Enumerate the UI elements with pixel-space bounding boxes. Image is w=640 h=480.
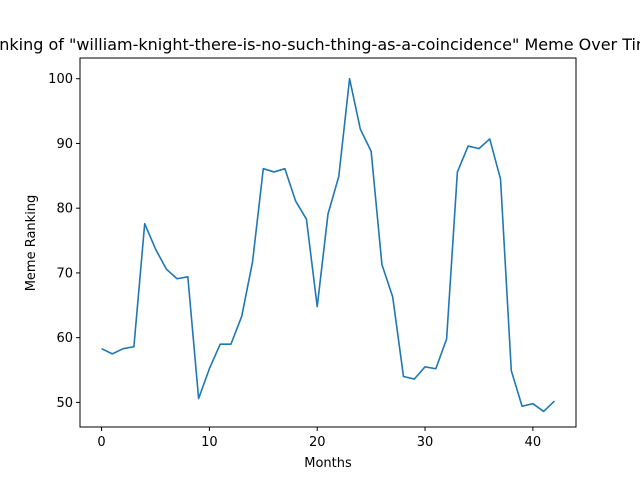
plot-area [101, 77, 555, 413]
chart-title: Ranking of "william-knight-there-is-no-s… [0, 35, 640, 54]
x-tick-label: 20 [309, 435, 326, 450]
y-axis-ticks: 50 60 70 80 90 100 [48, 72, 80, 411]
x-tick-label: 10 [201, 435, 218, 450]
x-axis-ticks: 0 10 20 30 40 [97, 427, 541, 450]
series-line [101, 77, 555, 413]
x-axis-label: Months [304, 456, 352, 471]
x-tick-label: 40 [525, 435, 542, 450]
y-tick-label: 50 [56, 396, 73, 411]
x-tick-label: 30 [417, 435, 434, 450]
y-tick-label: 60 [56, 331, 73, 346]
y-tick-label: 80 [56, 202, 73, 217]
y-tick-label: 100 [48, 72, 73, 87]
y-tick-label: 90 [56, 137, 73, 152]
y-axis-label: Meme Ranking [24, 195, 39, 292]
y-tick-label: 70 [56, 266, 73, 281]
plot-frame [79, 57, 577, 428]
x-tick-label: 0 [97, 435, 105, 450]
